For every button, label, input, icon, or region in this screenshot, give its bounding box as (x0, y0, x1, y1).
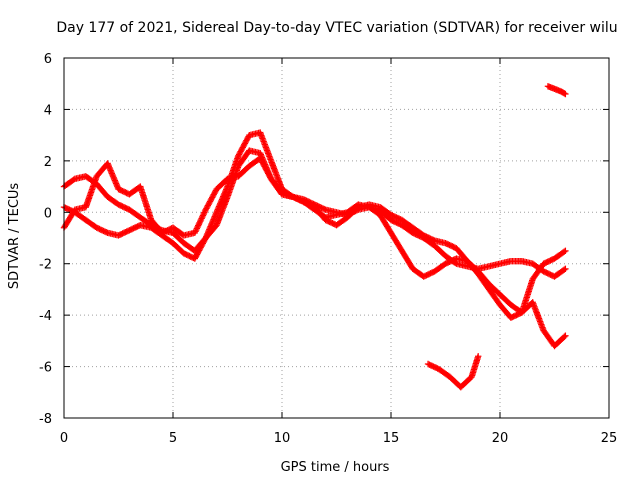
x-tick-label: 15 (383, 431, 400, 446)
y-tick-label: 2 (44, 155, 52, 170)
grid-lines (64, 58, 609, 418)
x-axis-label: GPS time / hours (281, 460, 390, 475)
series-track-b (60, 129, 569, 350)
data-point (191, 229, 198, 237)
data-point (560, 248, 568, 255)
axis-ticks: 0 5 10 15 20 25 -8 -6 -4 -2 0 2 4 6 (39, 52, 617, 446)
data-point (192, 228, 199, 235)
plot-frame (63, 57, 610, 419)
data-point (201, 207, 209, 215)
chart-title: Day 177 of 2021, Sidereal Day-to-day VTE… (56, 20, 617, 36)
y-tick-label: 6 (44, 52, 52, 67)
series-track-a (60, 147, 569, 280)
data-point (562, 265, 569, 273)
x-tick-label: 0 (60, 431, 68, 446)
data-points (60, 83, 569, 391)
data-point (196, 219, 203, 226)
y-tick-label: 0 (44, 206, 52, 221)
x-tick-label: 10 (274, 431, 291, 446)
y-axis-label: SDTVAR / TECUs (7, 183, 22, 290)
x-tick-label: 5 (169, 431, 177, 446)
data-point (201, 209, 208, 216)
y-tick-label: 4 (44, 103, 52, 118)
data-point (198, 215, 205, 222)
data-point (562, 90, 569, 98)
y-tick-label: -8 (39, 412, 52, 427)
data-point (200, 210, 207, 218)
data-point (199, 213, 206, 221)
data-point (194, 223, 201, 231)
data-point (197, 218, 204, 225)
data-point (475, 353, 482, 360)
x-tick-label: 20 (492, 431, 509, 446)
y-tick-label: -2 (39, 258, 52, 273)
data-point (199, 212, 207, 219)
series-track-d (424, 353, 482, 391)
y-tick-label: -4 (39, 309, 52, 324)
data-point (192, 226, 200, 234)
data-point (560, 266, 568, 273)
series-track-c (60, 155, 569, 321)
y-tick-label: -6 (39, 361, 52, 376)
x-tick-label: 25 (601, 431, 618, 446)
data-point (197, 216, 205, 224)
data-point (195, 220, 203, 228)
data-point (201, 236, 209, 243)
data-point (195, 222, 202, 229)
data-point (562, 247, 569, 255)
data-point (193, 225, 201, 232)
data-point (562, 332, 569, 339)
series-track-e (544, 83, 569, 98)
data-point (561, 333, 568, 340)
